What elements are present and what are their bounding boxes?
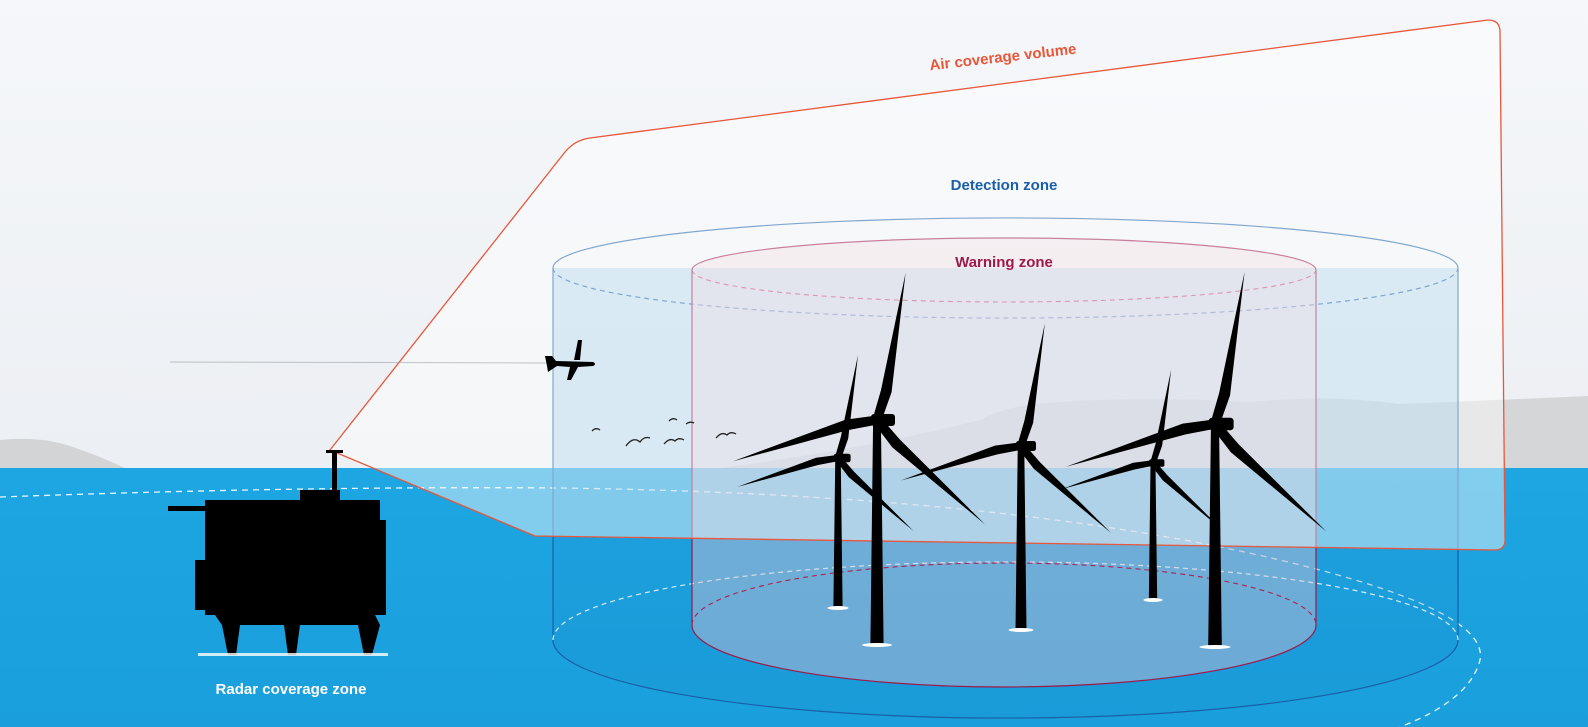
bird: [715, 432, 737, 439]
detection-top-back: [552, 217, 1459, 269]
turbine-blade: [1018, 443, 1111, 533]
turbine-blade: [872, 272, 906, 421]
platform-module: [300, 490, 340, 502]
turbine-blade: [900, 442, 1023, 481]
turbine-nacelle: [1016, 441, 1036, 451]
turbine-foam: [1008, 628, 1034, 632]
label-radar-coverage: Radar coverage zone: [216, 681, 367, 698]
turbine-foam: [862, 643, 892, 647]
radar-coverage-boundary: [0, 487, 1482, 727]
turbine-blade: [1017, 323, 1045, 447]
bird: [663, 438, 685, 445]
turbine-blade: [737, 454, 839, 487]
detection-top-front: [552, 267, 1459, 319]
bird: [591, 428, 601, 432]
label-warning-zone: Warning zone: [955, 254, 1053, 271]
turbine-blade: [1061, 460, 1154, 490]
warning-zone: [691, 237, 1317, 688]
oil-platform: [168, 450, 388, 656]
turbine-tower: [870, 420, 884, 645]
birds: [591, 418, 737, 447]
label-detection-zone: Detection zone: [951, 177, 1058, 194]
warning-bottom-back: [691, 562, 1317, 626]
turbine-blade: [1150, 369, 1172, 464]
detection-bottom-back: [552, 561, 1459, 641]
bird: [668, 418, 678, 422]
warning-volume-fill: [692, 238, 1316, 687]
airplane: [545, 340, 595, 380]
turbine-blade: [732, 415, 879, 462]
helideck: [168, 506, 228, 511]
turbine-nacelle: [1149, 459, 1165, 467]
detection-bottom-front: [552, 639, 1459, 719]
warning-bottom-front: [691, 624, 1317, 688]
wind-turbine: [1061, 369, 1222, 602]
turbine-foam: [1199, 645, 1231, 649]
hill-left: [0, 438, 125, 468]
turbine-blade: [1210, 271, 1245, 425]
wind-farm: [732, 271, 1327, 649]
radar-mast: [332, 452, 337, 502]
bird: [685, 421, 695, 425]
warning-top-front: [691, 269, 1317, 303]
platform-topsides: [205, 500, 380, 615]
platform-jacket: [215, 615, 380, 655]
sky: [0, 0, 1588, 468]
waterline: [198, 653, 388, 656]
turbine-blade: [1066, 419, 1217, 467]
radar-antenna: [326, 450, 343, 453]
turbine-nacelle: [833, 453, 851, 463]
hill-right: [720, 396, 1588, 468]
warning-top-back: [691, 237, 1317, 271]
turbine-tower: [1015, 446, 1027, 630]
turbine-foam: [827, 606, 849, 610]
bird: [625, 436, 651, 447]
turbine-tower: [1148, 463, 1158, 600]
turbine-tower: [833, 458, 843, 608]
turbine-nacelle: [1208, 417, 1234, 431]
turbine-blade: [1151, 460, 1222, 529]
wind-turbine: [900, 323, 1111, 632]
wind-turbine: [1066, 271, 1327, 649]
turbine-foam: [1143, 598, 1163, 602]
platform-module: [195, 560, 215, 610]
turbine-blade: [1211, 420, 1327, 532]
turbine-tower: [1208, 424, 1222, 647]
turbine-nacelle: [871, 414, 895, 426]
platform-crane: [380, 520, 386, 615]
turbine-blade: [834, 354, 859, 459]
flight-trail: [169, 361, 551, 364]
air-coverage-volume: [329, 19, 1506, 551]
